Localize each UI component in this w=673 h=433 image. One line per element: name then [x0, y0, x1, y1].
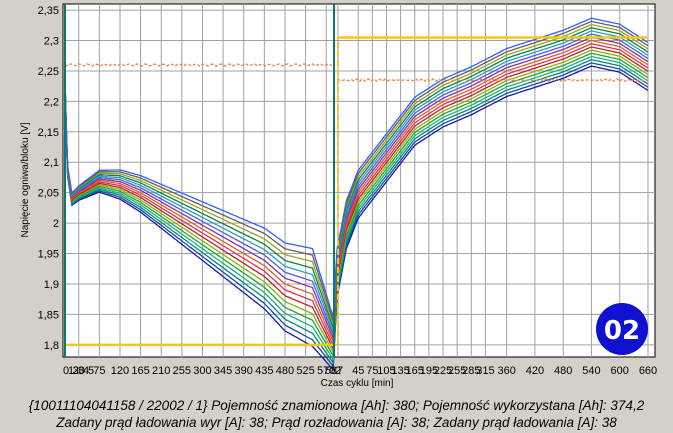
x-tick-label: 3 [78, 365, 84, 377]
x-axis-label: Czas cyklu [min] [321, 378, 394, 389]
cell-voltage-series [64, 43, 649, 348]
cell-voltage-series [64, 20, 649, 321]
cell-voltage-series [64, 59, 649, 365]
y-tick-label: 2,05 [38, 188, 59, 200]
y-tick-label: 1,95 [38, 249, 59, 261]
badge-circle [596, 303, 648, 355]
caption-line-2: Zadany prąd ładowania wyr [A]: 38; Prąd … [56, 415, 617, 430]
x-tick-label: 1 [68, 365, 74, 377]
x-tick-label: 195 [420, 365, 438, 377]
x-tick-label: 30 [73, 365, 85, 377]
x-tick-label: 120 [111, 365, 129, 377]
x-tick-label: 315 [476, 365, 494, 377]
x-tick-label: 165 [406, 365, 424, 377]
cell-voltage-series [64, 27, 649, 328]
y-tick-label: 1,85 [38, 309, 59, 321]
grid [63, 4, 655, 357]
x-tick-label: 45 [352, 365, 364, 377]
cell-voltage-series [64, 62, 649, 368]
y-tick-label: 2,2 [44, 96, 59, 108]
x-tick-label: 255 [448, 365, 466, 377]
cell-voltage-series [64, 55, 649, 362]
caption-line-1: {10011104041158 / 22002 / 1} Pojemność z… [28, 398, 645, 413]
cell-voltage-series [64, 46, 649, 351]
badge-text: 02 [604, 316, 640, 346]
x-tick-label: 420 [526, 365, 544, 377]
y-tick-label: 1,8 [44, 340, 59, 352]
x-tick-label: 525 [296, 365, 314, 377]
x-tick-label: 600 [611, 365, 629, 377]
x-tick-label: 360 [497, 365, 515, 377]
x-tick-label: 75 [366, 365, 378, 377]
x-tick-label: 4 [83, 365, 89, 377]
y-tick-label: 2,3 [44, 36, 59, 48]
y-axis-label: Napięcie ogniwa/bloku [V] [20, 122, 31, 237]
x-tick-label: 135 [391, 365, 409, 377]
x-tick-label: 75 [93, 365, 105, 377]
x-tick-label: 345 [214, 365, 232, 377]
y-tick-label: 2,25 [38, 66, 59, 78]
cell-voltage-series [64, 17, 649, 318]
x-tick-label: 255 [173, 365, 191, 377]
x-tick-label: 165 [131, 365, 149, 377]
cell-voltage-series [64, 33, 649, 335]
x-tick-label: 570 [317, 365, 335, 377]
cell-voltage-series [64, 36, 649, 339]
temperature-dashed-series-discharge [64, 63, 333, 67]
x-tick-label: 480 [554, 365, 572, 377]
cell-voltage-series [64, 30, 649, 332]
cell-number-badge: 02 [596, 303, 648, 355]
x-tick-label: 480 [276, 365, 294, 377]
x-tick-label: 2 [73, 365, 79, 377]
y-tick-label: 2,35 [38, 5, 59, 17]
x-tick-label: 0 [63, 365, 69, 377]
y-tick-label: 2,15 [38, 127, 59, 139]
cell-voltage-series [64, 23, 649, 325]
cell-voltage-series [64, 52, 649, 358]
x-tick-label: 540 [582, 365, 600, 377]
x-tick-label: 390 [235, 365, 253, 377]
x-tick-label: 225 [434, 365, 452, 377]
x-tick-label: 105 [377, 365, 395, 377]
x-tick-label: 285 [462, 365, 480, 377]
x-tick-label: 5 [88, 365, 94, 377]
x-tick-label: 210 [152, 365, 170, 377]
x-tick-label: 587 [325, 365, 343, 377]
cell-voltage-series [64, 65, 649, 372]
y-tick-label: 2,1 [44, 157, 59, 169]
y-tick-label: 1,9 [44, 279, 59, 291]
x-tick-label: 300 [193, 365, 211, 377]
x-tick-label: 435 [255, 365, 273, 377]
axes: 1,8 1,85 1,9 1,95 2 2,05 2,1 2,15 2,2 2,25 2,3 2,35… [38, 4, 657, 377]
x-tick-label: 2 [335, 365, 341, 377]
series-group [64, 17, 649, 372]
cell-voltage-series [64, 49, 649, 355]
cell-voltage-series [64, 39, 649, 342]
x-tick-label: 660 [639, 365, 657, 377]
temperature-dashed-series-charge [336, 78, 649, 83]
y-tick-label: 2 [53, 218, 59, 230]
